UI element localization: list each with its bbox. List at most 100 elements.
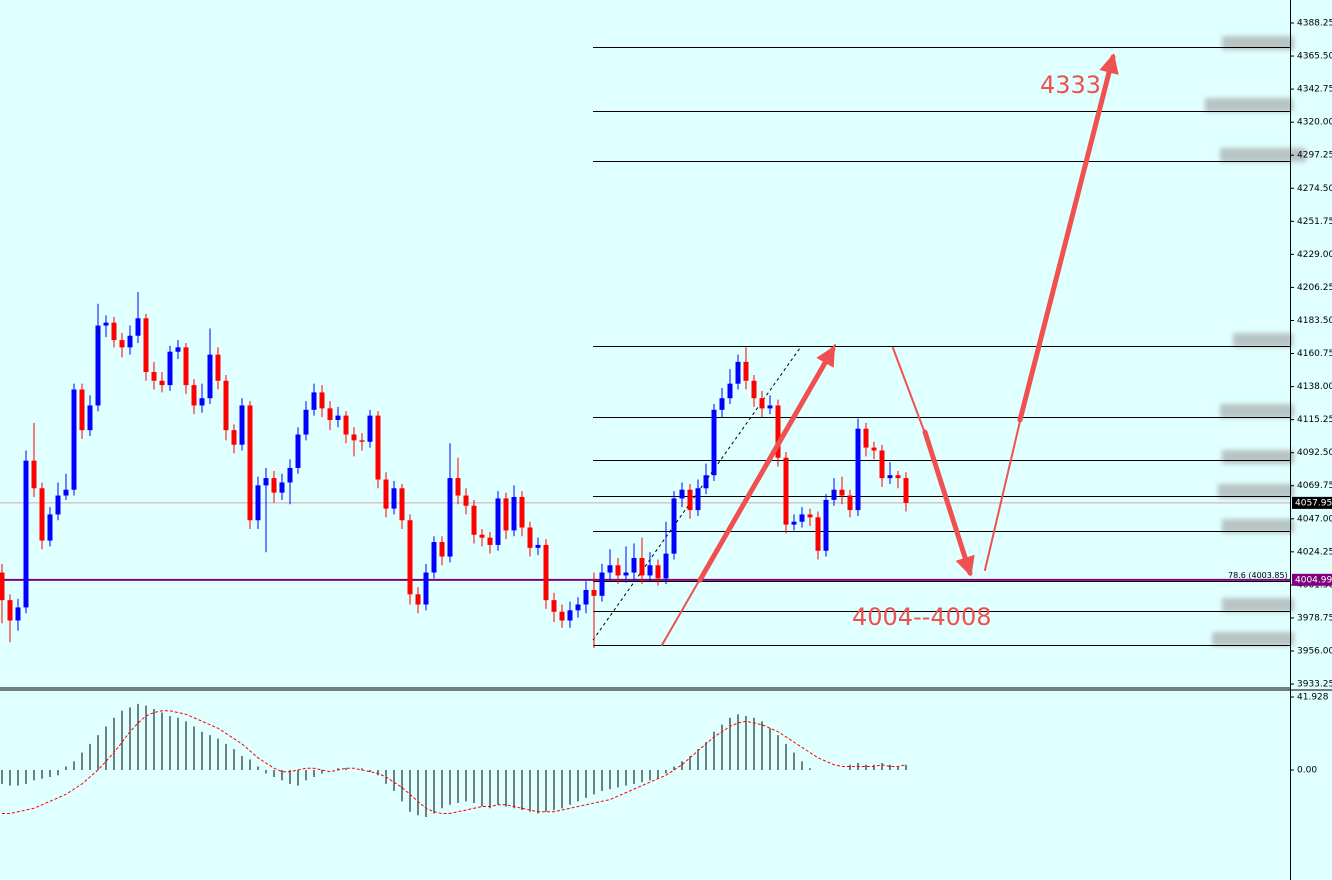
candle-body — [431, 542, 437, 573]
y-tick-label: 4138.00 — [1297, 382, 1332, 392]
candle-body — [55, 495, 61, 515]
candle-body — [567, 610, 573, 621]
candle-body — [87, 405, 93, 431]
candle-body — [479, 534, 485, 538]
arrow-thin — [984, 399, 1026, 571]
candle-body — [407, 520, 413, 595]
candle-body — [255, 485, 261, 521]
y-tick-label: 4092.50 — [1297, 448, 1332, 458]
candle-body — [183, 347, 189, 386]
candle-body — [439, 542, 445, 557]
candle-body — [63, 489, 69, 496]
candle-body — [207, 354, 213, 399]
candle-body — [39, 488, 45, 541]
candle-body — [111, 322, 117, 341]
candle-body — [791, 521, 797, 525]
candle-body — [687, 489, 693, 511]
candle-body — [175, 347, 181, 352]
candle-body — [871, 447, 877, 451]
blurred-labels — [1205, 36, 1306, 646]
price-box — [1292, 496, 1332, 509]
y-tick-label: 4069.75 — [1297, 481, 1332, 491]
candle-body — [663, 553, 669, 579]
candle-body — [103, 322, 109, 326]
price-label: 4004.99 — [1295, 575, 1332, 585]
candle-body — [671, 498, 677, 554]
y-tick-label: 3956.00 — [1297, 646, 1332, 656]
candle-body — [703, 475, 709, 489]
candle-body — [631, 558, 637, 573]
candle-body — [119, 340, 125, 348]
candle-body — [655, 565, 661, 579]
candle-body — [559, 611, 565, 621]
candle-body — [887, 475, 893, 479]
y-tick-label: 3978.75 — [1297, 613, 1332, 623]
candle-body — [367, 415, 373, 442]
y-tick-label: 4047.00 — [1297, 514, 1332, 524]
y-tick-label: 3933.25 — [1297, 680, 1332, 690]
candle-body — [487, 537, 493, 545]
y-tick-label: 4388.25 — [1297, 18, 1332, 28]
candle-body — [239, 405, 245, 445]
y-tick-label: 4251.75 — [1297, 217, 1332, 227]
candle-body — [527, 527, 533, 548]
candle-body — [863, 428, 869, 448]
candle-body — [31, 460, 37, 489]
candle-body — [271, 478, 277, 493]
candle-body — [167, 351, 173, 386]
candle-body — [775, 405, 781, 458]
candle-body — [599, 572, 605, 596]
candle-body — [231, 430, 237, 445]
candle-body — [607, 565, 613, 573]
y-tick-label: 4365.50 — [1297, 52, 1332, 62]
candle-body — [223, 380, 229, 431]
candle-body — [191, 385, 197, 406]
candle-body — [583, 589, 589, 605]
candle-body — [831, 489, 837, 500]
arrow — [697, 345, 836, 583]
candle-body — [415, 594, 421, 605]
candle-body — [823, 499, 829, 551]
candle-body — [719, 398, 725, 410]
candle-body — [727, 383, 733, 399]
candle-body — [311, 392, 317, 410]
candle-body — [495, 498, 501, 545]
candle-body — [591, 589, 597, 596]
signal-line — [2, 710, 907, 815]
price-box — [1292, 573, 1332, 586]
y-tick-label: 4274.50 — [1297, 184, 1332, 194]
candle-body — [455, 478, 461, 496]
y-tick-label: 4024.25 — [1297, 547, 1332, 557]
candle-body — [391, 488, 397, 509]
candle-body — [855, 428, 861, 511]
y-tick-label: 4297.25 — [1297, 151, 1332, 161]
candle-body — [575, 604, 581, 611]
y-tick-label: 4320.00 — [1297, 118, 1332, 128]
candle-body — [463, 495, 469, 506]
candle-body — [879, 450, 885, 479]
candle-body — [159, 380, 165, 386]
candle-body — [135, 318, 141, 336]
candle-body — [511, 496, 517, 531]
y-tick-label: 41.928 — [1297, 693, 1329, 703]
candle-body — [247, 405, 253, 521]
y-tick-label: 4206.25 — [1297, 283, 1332, 293]
candle-body — [751, 380, 757, 399]
candle-body — [679, 489, 685, 499]
arrow — [922, 429, 975, 577]
y-tick-label: 4115.25 — [1297, 415, 1332, 425]
candle-body — [647, 565, 653, 576]
y-tick-label: 4229.00 — [1297, 250, 1332, 260]
candle-body — [503, 498, 509, 531]
candle-body — [23, 460, 29, 608]
candle-body — [95, 325, 101, 406]
price-label: 4057.95 — [1295, 498, 1332, 508]
arrow — [1017, 53, 1119, 423]
candle-body — [71, 389, 77, 490]
candle-body — [807, 514, 813, 518]
candle-body — [303, 409, 309, 435]
candle-body — [519, 496, 525, 528]
candle-body — [735, 361, 741, 384]
candle-body — [543, 544, 549, 601]
y-tick-label: 4342.75 — [1297, 85, 1332, 95]
